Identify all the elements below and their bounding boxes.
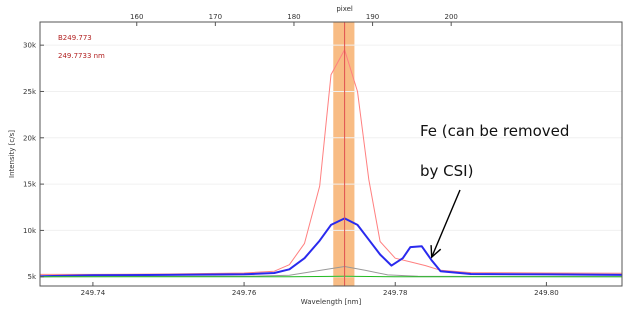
series-layer <box>39 49 623 278</box>
top-tick-label-4: 200 <box>444 13 457 21</box>
y-tick-label-0: 5k <box>27 273 36 281</box>
annotation-arrow-shaft <box>431 189 461 258</box>
gridlines-layer <box>40 44 622 278</box>
y-tick-label-3: 20k <box>23 134 37 142</box>
top-tick-label-1: 170 <box>209 13 222 21</box>
readout-line-0: B249.773 <box>58 34 92 42</box>
y-tick-label-2: 15k <box>23 181 37 189</box>
highlight-band <box>333 22 355 286</box>
top-axis-title: pixel <box>336 5 353 13</box>
top-tick-label-2: 180 <box>287 13 300 21</box>
y-tick-label-4: 25k <box>23 88 37 96</box>
x-axis-title: Wavelength [nm] <box>301 298 362 306</box>
highlight-band-layer <box>333 22 355 286</box>
top-tick-label-3: 190 <box>366 13 379 21</box>
series-line-1 <box>39 217 623 278</box>
top-tick-label-0: 160 <box>130 13 143 21</box>
bottom-ticks-layer: 249.74 249.76 249.78 249.80 <box>81 282 559 297</box>
y-tick-label-5: 30k <box>23 42 37 50</box>
y-axis-title: Intensity [c/s] <box>8 130 16 178</box>
x-tick-label-3: 249.80 <box>534 289 559 297</box>
series-line-0 <box>40 49 623 275</box>
y-tick-label-1: 10k <box>23 227 37 235</box>
x-tick-label-1: 249.76 <box>232 289 257 297</box>
readout-line-1: 249.7733 nm <box>58 52 105 60</box>
top-ticks-layer: 160 170 180 190 200 <box>130 13 458 26</box>
annotation-line-1: by CSI) <box>420 162 473 180</box>
annotation-line-0: Fe (can be removed <box>420 122 569 140</box>
annotation-arrow-head <box>430 245 442 259</box>
plot-area-frame <box>39 21 623 287</box>
left-ticks-layer: 5k 10k 15k 20k 25k 30k <box>23 42 44 281</box>
x-tick-label-0: 249.74 <box>81 289 106 297</box>
x-tick-label-2: 249.78 <box>383 289 408 297</box>
annotation-arrow-layer <box>430 189 461 259</box>
